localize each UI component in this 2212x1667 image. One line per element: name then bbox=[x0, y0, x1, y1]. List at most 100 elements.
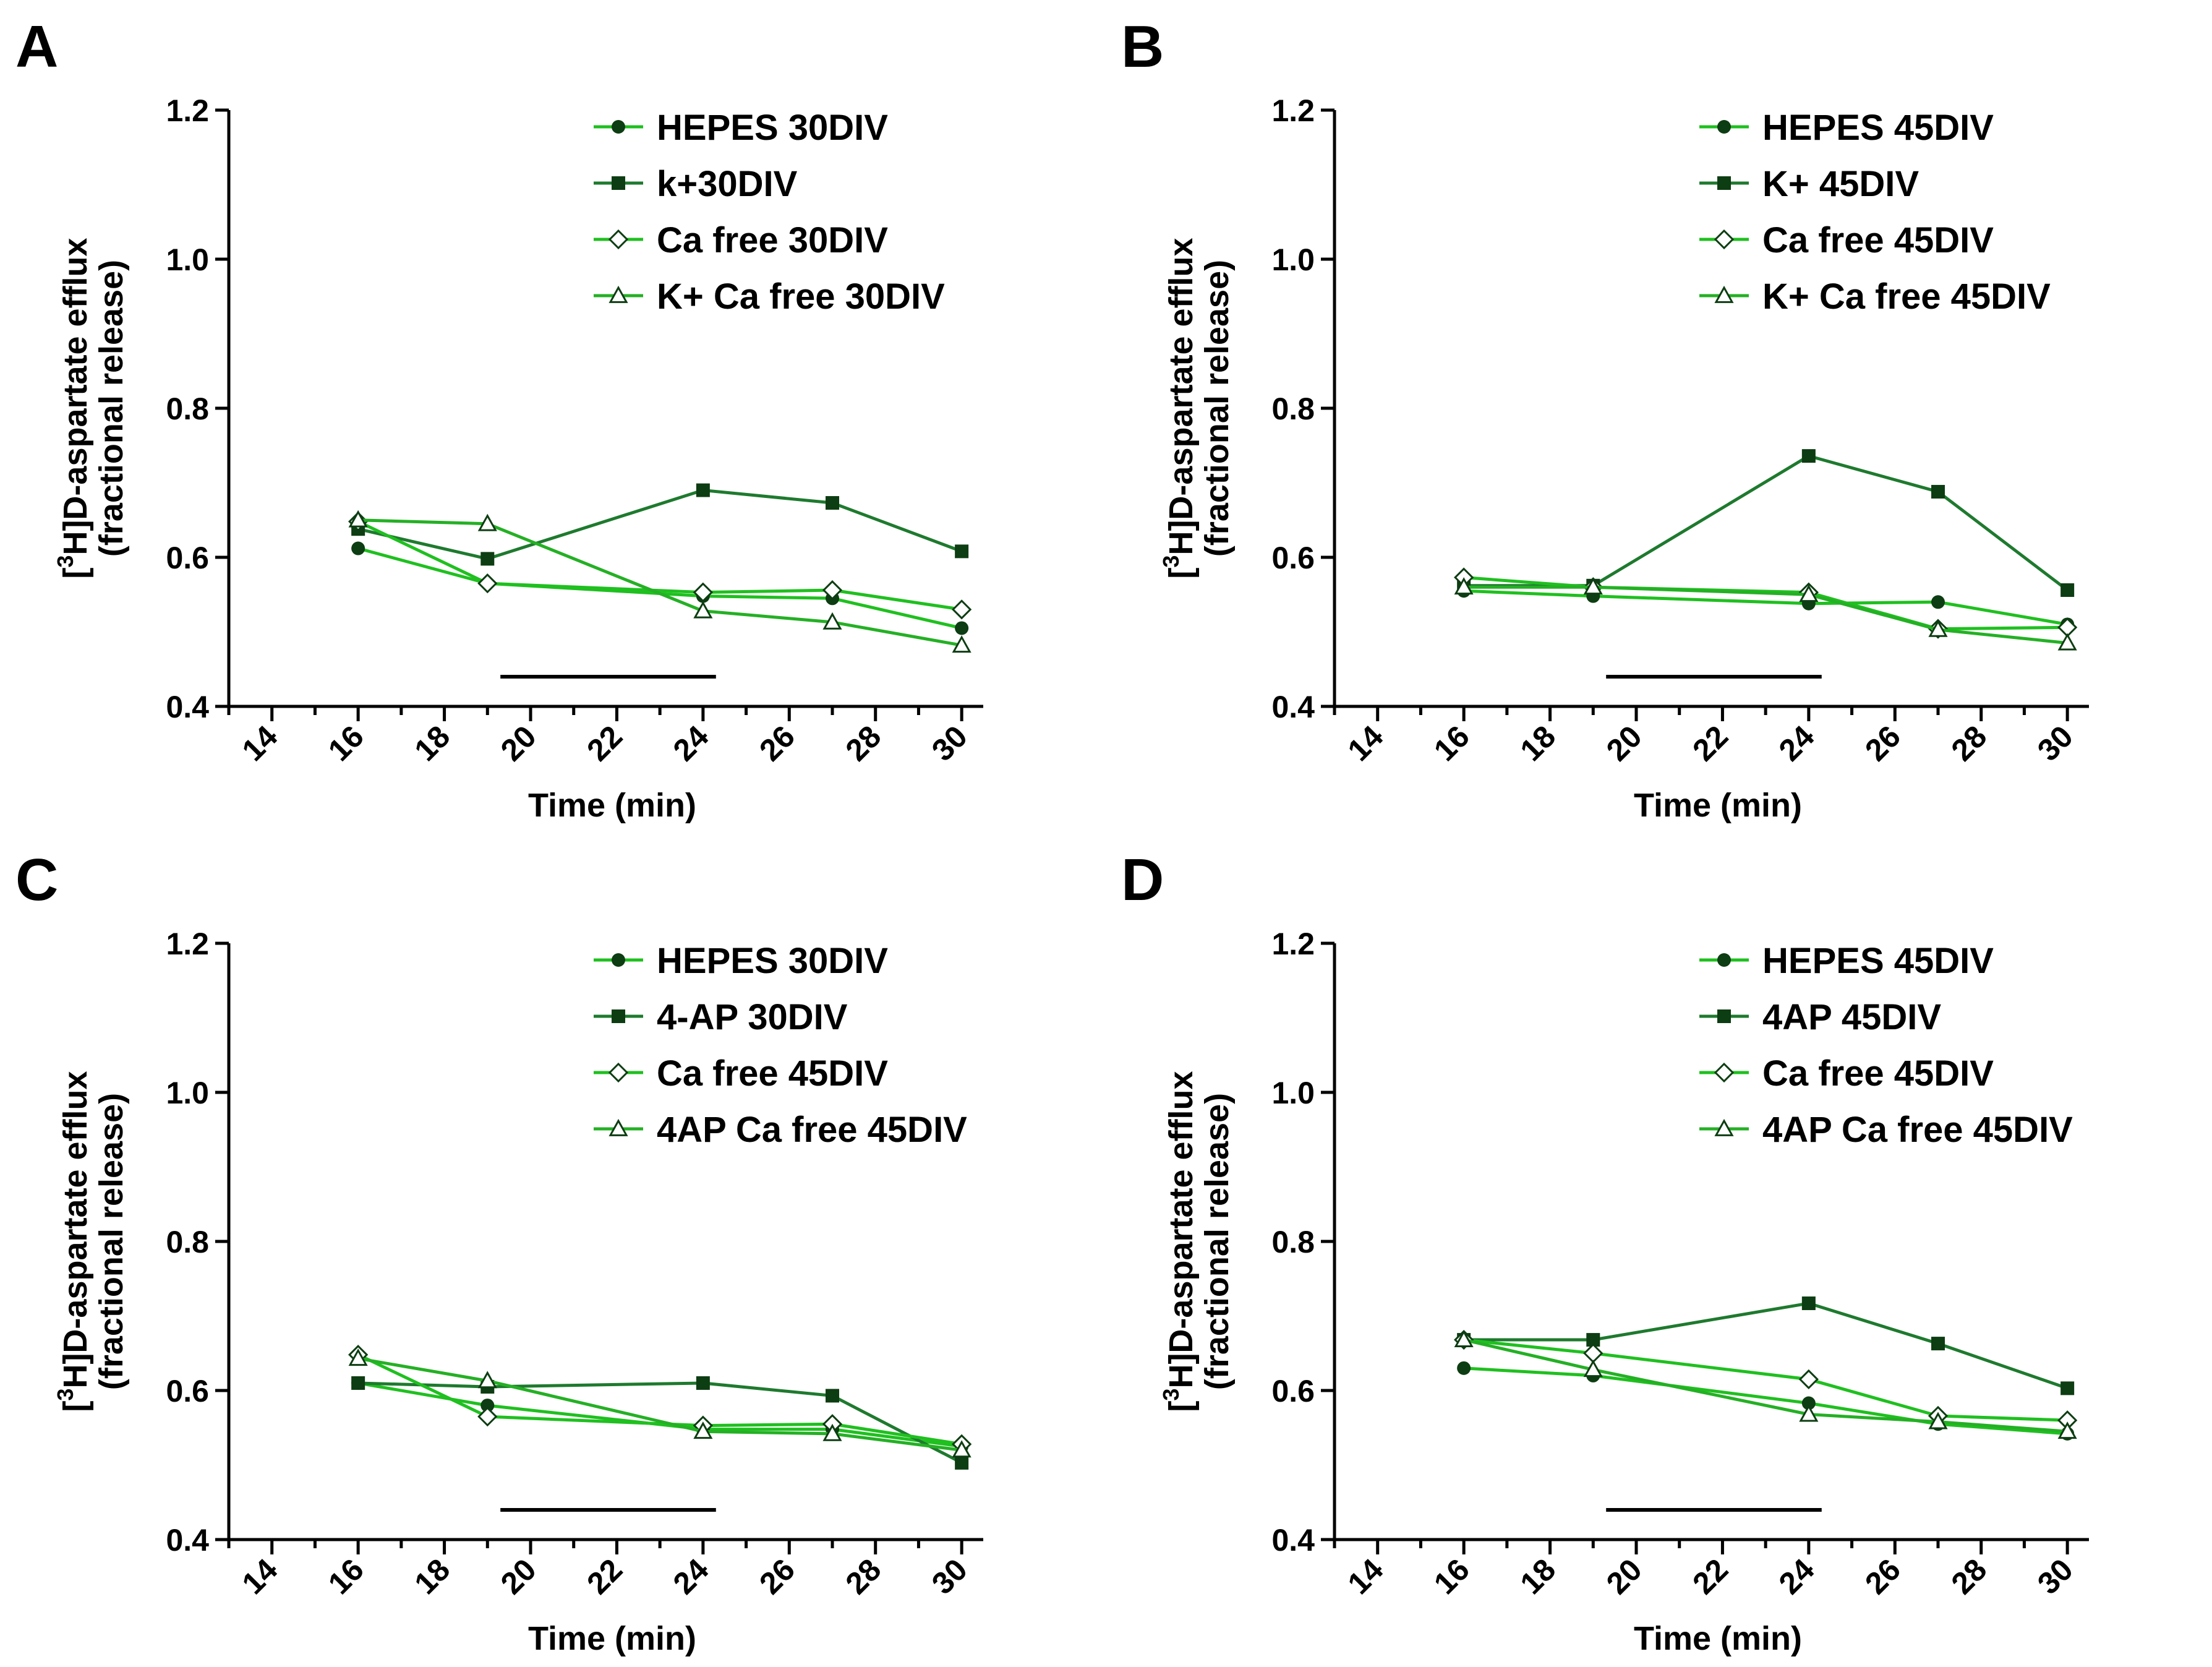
chart-c: C 0.4 0.6 0.8 1.0 1.2 14 16 18 20 22 24 26 28 30 Time … bbox=[15, 847, 983, 1657]
y-tick-label: 0.4 bbox=[166, 1523, 209, 1558]
x-tick-label: 20 bbox=[1600, 719, 1649, 768]
y-axis-title-line1: [3H]D-aspartate efflux bbox=[53, 1071, 94, 1412]
legend-label: Ca free 30DIV bbox=[657, 220, 888, 260]
panel-letter: D bbox=[1121, 847, 1164, 913]
y-axis-title-line1: [3H]D-aspartate efflux bbox=[53, 238, 94, 578]
y-tick-label: 0.6 bbox=[166, 1374, 209, 1408]
x-tick-label: 22 bbox=[580, 719, 629, 768]
legend-label: HEPES 30DIV bbox=[657, 941, 888, 981]
data-point bbox=[1801, 449, 1816, 463]
y-tick-label: 0.8 bbox=[1271, 392, 1315, 426]
legend-label: K+ Ca free 30DIV bbox=[657, 276, 945, 317]
series-triangle bbox=[348, 510, 971, 653]
y-axis-title-line1: [3H]D-aspartate efflux bbox=[1158, 238, 1200, 578]
data-point bbox=[693, 1421, 713, 1439]
y-tick-label: 1.2 bbox=[1271, 927, 1315, 961]
legend-label: HEPES 45DIV bbox=[1762, 941, 1994, 981]
y-tick-label: 0.4 bbox=[1271, 1523, 1315, 1558]
chart-d: D 0.4 0.6 0.8 1.0 1.2 14 16 18 20 22 24 26 28 30 Time … bbox=[1121, 847, 2089, 1657]
x-tick-label: 30 bbox=[925, 719, 974, 768]
data-point bbox=[480, 1399, 495, 1413]
data-point bbox=[1457, 1361, 1471, 1375]
series-square bbox=[1457, 449, 2075, 598]
x-axis-title: Time (min) bbox=[528, 1620, 696, 1657]
series-triangle bbox=[1454, 577, 2077, 651]
x-tick-label: 28 bbox=[839, 1552, 888, 1601]
y-tick-label: 1.0 bbox=[166, 242, 209, 277]
x-tick-label: 18 bbox=[408, 719, 456, 768]
series-line bbox=[1464, 454, 2069, 592]
legend-label: Ca free 45DIV bbox=[657, 1053, 888, 1094]
y-axis-title-line2: (fractional release) bbox=[1198, 1093, 1236, 1390]
x-tick-label: 28 bbox=[1945, 719, 1994, 768]
data-point bbox=[351, 1376, 365, 1390]
data-point bbox=[822, 1423, 842, 1441]
data-point bbox=[1454, 1329, 1474, 1347]
panel-c: C 0.4 0.6 0.8 1.0 1.2 14 16 18 20 22 24 26 28 30 Time … bbox=[0, 833, 1106, 1666]
data-point bbox=[477, 513, 497, 531]
x-tick-label: 22 bbox=[1686, 1552, 1735, 1601]
legend-marker bbox=[1717, 1009, 1731, 1023]
data-point bbox=[348, 510, 368, 528]
x-tick-label: 20 bbox=[494, 1552, 543, 1601]
series-line bbox=[1464, 589, 2068, 626]
data-point bbox=[351, 541, 365, 555]
data-point bbox=[1799, 585, 1819, 602]
legend-label: k+30DIV bbox=[657, 164, 798, 204]
series-line bbox=[357, 1356, 962, 1452]
legend-label: HEPES 30DIV bbox=[657, 108, 888, 148]
data-point bbox=[955, 544, 969, 559]
series-triangle bbox=[1454, 1329, 2077, 1439]
series-line bbox=[357, 520, 962, 611]
data-point bbox=[477, 1407, 498, 1427]
data-point bbox=[826, 1389, 839, 1403]
y-tick-label: 0.4 bbox=[1271, 690, 1315, 724]
data-point bbox=[822, 580, 843, 601]
x-tick-label: 26 bbox=[1858, 1552, 1907, 1601]
data-point bbox=[1928, 619, 1948, 637]
data-point bbox=[1928, 1412, 1948, 1429]
legend-marker bbox=[612, 1009, 625, 1023]
legend-marker bbox=[1717, 176, 1731, 190]
series-line bbox=[357, 489, 963, 560]
x-tick-label: 26 bbox=[1858, 719, 1907, 768]
y-tick-label: 0.6 bbox=[1271, 1374, 1315, 1408]
series-line bbox=[358, 518, 962, 647]
legend-marker bbox=[609, 285, 628, 303]
panel-letter: B bbox=[1121, 14, 1164, 80]
x-tick-label: 24 bbox=[1772, 719, 1821, 768]
x-tick-label: 26 bbox=[753, 719, 801, 768]
y-axis-title-line2: (fractional release) bbox=[93, 1093, 130, 1390]
data-point bbox=[1454, 577, 1474, 595]
data-point bbox=[1583, 1343, 1603, 1363]
x-tick-label: 14 bbox=[1341, 719, 1390, 768]
data-point bbox=[952, 1440, 971, 1458]
y-tick-label: 1.2 bbox=[166, 93, 209, 128]
panel-letter: A bbox=[15, 14, 58, 80]
y-axis-title-line1: [3H]D-aspartate efflux bbox=[1158, 1071, 1200, 1412]
legend-label: HEPES 45DIV bbox=[1762, 108, 1994, 148]
x-tick-label: 24 bbox=[667, 719, 715, 768]
x-tick-label: 14 bbox=[236, 719, 284, 768]
data-point bbox=[1583, 577, 1603, 595]
x-axis-title: Time (min) bbox=[528, 787, 696, 824]
x-tick-label: 14 bbox=[236, 1552, 284, 1601]
series-square bbox=[351, 483, 969, 566]
data-point bbox=[2060, 583, 2075, 598]
data-point bbox=[477, 1371, 497, 1389]
panel-letter: C bbox=[15, 847, 58, 913]
legend-marker bbox=[609, 1118, 628, 1136]
legend-label: K+ 45DIV bbox=[1762, 164, 1919, 204]
data-point bbox=[2057, 633, 2077, 651]
legend-marker bbox=[608, 229, 629, 250]
x-axis-title: Time (min) bbox=[1634, 787, 1802, 824]
data-point bbox=[1586, 1333, 1600, 1347]
x-tick-label: 18 bbox=[1513, 1552, 1562, 1601]
x-tick-label: 24 bbox=[667, 1552, 715, 1601]
data-point bbox=[2060, 1381, 2075, 1395]
data-point bbox=[955, 621, 969, 635]
x-tick-label: 18 bbox=[1513, 719, 1562, 768]
legend-label: K+ Ca free 45DIV bbox=[1762, 276, 2051, 317]
data-point bbox=[1931, 484, 1945, 499]
panel-a: A 0.4 0.6 0.8 1.0 1.2 14 16 18 20 22 24 26 28 30 Time … bbox=[0, 0, 1106, 833]
